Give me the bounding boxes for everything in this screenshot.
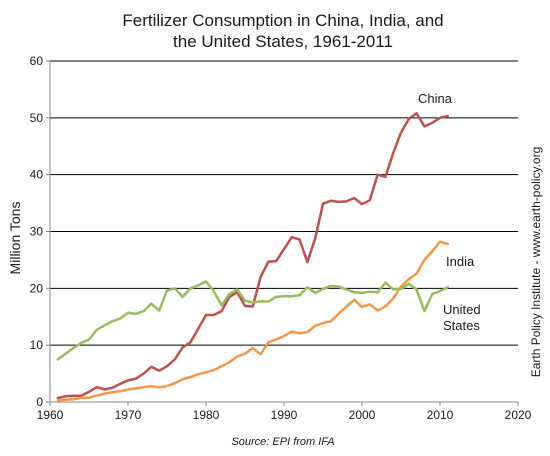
series-label-states: States: [443, 318, 480, 333]
series-line-united-states: [56, 280, 450, 361]
series-label-united: United: [443, 302, 481, 317]
series-line-india: [56, 240, 450, 402]
source-note: Source: EPI from IFA: [231, 436, 334, 448]
x-tick-label: 2000: [349, 408, 376, 422]
x-tick-label: 1960: [37, 408, 64, 422]
series-label-china: China: [418, 91, 453, 106]
chart-title-line2: the United States, 1961-2011: [173, 32, 393, 51]
series-label-india: India: [446, 254, 475, 269]
y-tick-label: 50: [30, 111, 44, 125]
side-note-credit: Earth Policy Institute - www.earth-polic…: [529, 147, 543, 378]
x-tick-label: 1990: [271, 408, 298, 422]
series-line-china: [56, 112, 450, 400]
y-tick-label: 30: [30, 225, 44, 239]
x-tick-label: 1970: [115, 408, 142, 422]
y-tick-label: 20: [30, 281, 44, 295]
y-tick-label: 40: [30, 168, 44, 182]
series-lines: [56, 112, 450, 402]
y-tick-labels: 0 10 20 30 40 50 60: [30, 54, 50, 409]
chart-title-line1: Fertilizer Consumption in China, India, …: [122, 11, 443, 30]
y-axis-label: Million Tons: [7, 202, 23, 275]
x-tick-label: 2020: [505, 408, 532, 422]
y-tick-label: 0: [36, 395, 43, 409]
x-tick-label: 1980: [193, 408, 220, 422]
gridlines: [50, 60, 518, 346]
x-tick-label: 2010: [427, 408, 454, 422]
y-tick-label: 10: [30, 338, 44, 352]
y-tick-label: 60: [30, 54, 44, 68]
x-tick-labels: 1960 1970 1980 1990 2000 2010 2020: [37, 402, 532, 422]
